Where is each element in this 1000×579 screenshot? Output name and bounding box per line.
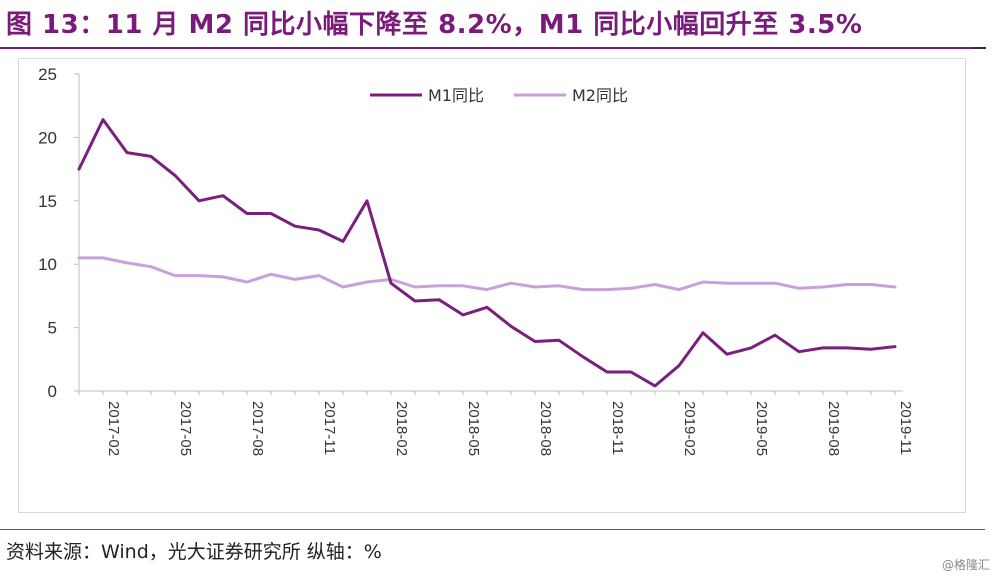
x-tick-label: 2019-11 xyxy=(897,401,914,455)
series-line-M2同比 xyxy=(77,256,897,292)
y-tick-label: 20 xyxy=(38,128,57,147)
x-tick-label: 2019-02 xyxy=(681,401,698,456)
series-line-M1同比 xyxy=(77,118,897,388)
x-tick-label: 2018-11 xyxy=(609,401,626,455)
source-note: 资料来源：Wind，光大证券研究所 纵轴：% xyxy=(6,541,382,563)
x-tick-label: 2017-05 xyxy=(177,401,194,456)
title-rule xyxy=(0,47,985,49)
x-tick-label: 2017-02 xyxy=(105,401,122,456)
title-rule-extension xyxy=(972,47,986,49)
x-tick-label: 2018-02 xyxy=(393,401,410,456)
x-tick-label: 2018-05 xyxy=(465,401,482,456)
x-tick-label: 2019-08 xyxy=(825,401,842,456)
x-tick-label: 2018-08 xyxy=(537,401,554,456)
source-rule xyxy=(0,529,985,530)
plot-frame xyxy=(18,58,966,513)
legend-label: M1同比 xyxy=(428,86,484,105)
y-tick-label: 25 xyxy=(38,65,57,84)
x-tick-label: 2017-11 xyxy=(321,401,338,455)
x-tick-label: 2019-05 xyxy=(753,401,770,456)
watermark: @格隆汇 xyxy=(941,558,990,572)
y-tick-label: 0 xyxy=(48,382,57,401)
figure-title: 图 13：11 月 M2 同比小幅下降至 8.2%，M1 同比小幅回升至 3.5… xyxy=(6,10,863,40)
y-tick-label: 5 xyxy=(48,319,57,338)
x-tick-label: 2017-08 xyxy=(249,401,266,456)
y-tick-label: 10 xyxy=(38,255,57,274)
legend-label: M2同比 xyxy=(572,86,628,105)
y-tick-label: 15 xyxy=(38,192,57,211)
